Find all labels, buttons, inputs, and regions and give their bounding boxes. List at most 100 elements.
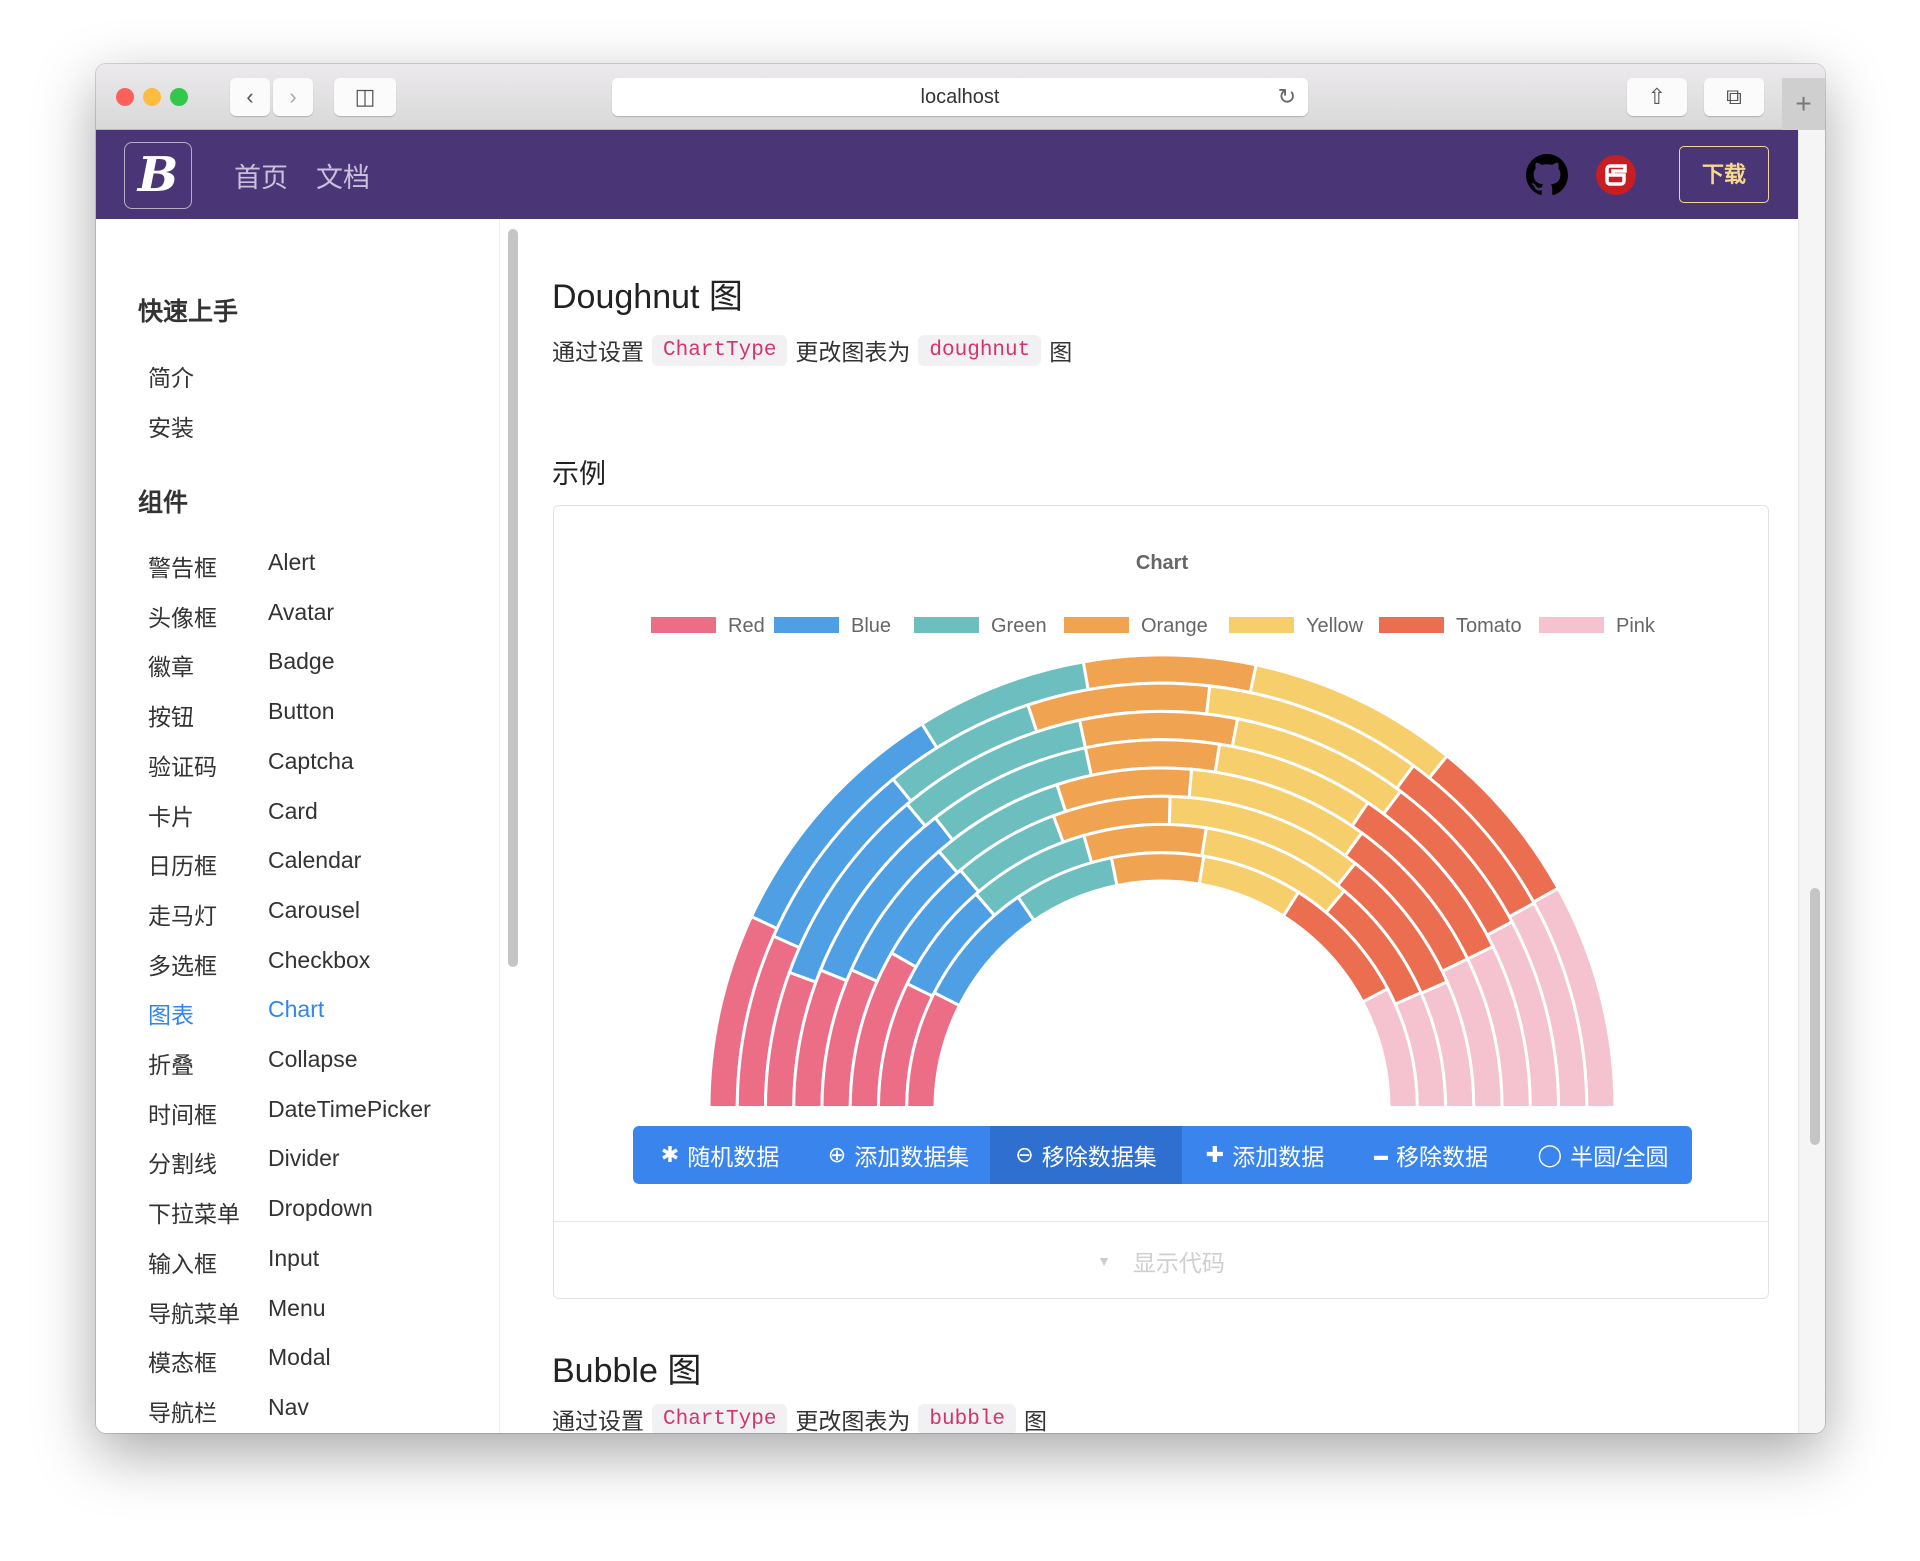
chart-button-4[interactable]: ▬ 移除数据 — [1348, 1126, 1514, 1184]
minus-icon: ▬ — [1374, 1147, 1388, 1163]
page-scroll-track — [1798, 130, 1825, 1433]
new-tab-button[interactable]: + — [1782, 78, 1825, 130]
sidebar-item-en: Card — [268, 797, 318, 824]
plus-icon: ✚ — [1205, 1142, 1225, 1167]
sidebar-item-en: Carousel — [268, 896, 361, 923]
button-label: 添加数据 — [1232, 1144, 1325, 1170]
arc-ring7-pink[interactable] — [1360, 986, 1419, 1106]
legend-swatch-yellow[interactable] — [1229, 617, 1294, 633]
chart-button-2[interactable]: ⊖ 移除数据集 — [990, 1126, 1182, 1184]
logo[interactable]: B — [124, 142, 192, 209]
sidebar-item-en: Divider — [268, 1145, 340, 1172]
demo-card: Chart Red Blue Green Orange Yellow Tomato Pink … — [553, 505, 1769, 1299]
nav-home[interactable]: 首页 — [234, 163, 288, 193]
nav-docs[interactable]: 文档 — [316, 163, 370, 193]
sidebar-item-en: Menu — [268, 1294, 326, 1321]
code-charttype: ChartType — [652, 1403, 788, 1433]
share-icon[interactable]: ⇧ — [1627, 78, 1687, 116]
plus-circle-icon: ⊕ — [827, 1142, 847, 1167]
sidebar-item-zh: 输入框 — [148, 1250, 217, 1277]
chart-button-3[interactable]: ✚ 添加数据 — [1182, 1126, 1348, 1184]
address-bar[interactable]: localhost ↻ — [612, 78, 1308, 116]
maximize-window-button[interactable] — [170, 88, 188, 106]
sidebar-item-zh: 多选框 — [148, 952, 217, 979]
show-code-toggle[interactable]: ▼ 显示代码 — [554, 1221, 1768, 1300]
close-window-button[interactable] — [116, 88, 134, 106]
sidebar-item-zh: 日历框 — [148, 853, 217, 880]
sidebar-item-en: Badge — [268, 648, 335, 675]
page-scrollbar[interactable] — [1810, 888, 1820, 1145]
sidebar-item-zh: 折叠 — [148, 1052, 194, 1078]
legend-label-yellow[interactable]: Yellow — [1306, 615, 1364, 637]
sidebar-item-en: Collapse — [268, 1046, 358, 1072]
example-heading: 示例 — [552, 459, 606, 489]
legend-label-blue[interactable]: Blue — [851, 615, 891, 637]
bubble-description: 通过设置 ChartType 更改图表为 bubble 图 — [552, 1402, 1047, 1433]
show-code-label: 显示代码 — [1132, 1250, 1225, 1276]
sidebar-item-en: Dropdown — [268, 1195, 373, 1222]
tabs-icon[interactable]: ⧉ — [1704, 78, 1764, 116]
code-doughnut: doughnut — [918, 334, 1042, 366]
code-bubble: bubble — [918, 1403, 1017, 1433]
back-icon[interactable]: ‹ — [230, 78, 270, 116]
sidebar-item-zh: 卡片 — [148, 803, 194, 830]
legend-label-pink[interactable]: Pink — [1616, 615, 1656, 637]
chart-button-5[interactable]: ◯ 半圆/全圆 — [1514, 1126, 1692, 1184]
sidebar-item-zh: 警告框 — [148, 555, 217, 581]
chart-button-1[interactable]: ⊕ 添加数据集 — [807, 1126, 990, 1184]
legend-label-orange[interactable]: Orange — [1141, 615, 1208, 637]
sidebar-item-zh: 图表 — [148, 1002, 194, 1029]
gitee-icon[interactable] — [1595, 154, 1637, 196]
legend-swatch-pink[interactable] — [1539, 617, 1604, 633]
minimize-window-button[interactable] — [143, 88, 161, 106]
circle-notch-icon: ◯ — [1537, 1142, 1563, 1167]
arc-ring7-orange[interactable] — [1109, 851, 1206, 888]
sidebar-item-en: Calendar — [268, 847, 362, 874]
sidebar-item-en: Avatar — [268, 598, 335, 625]
button-label: 添加数据集 — [854, 1144, 970, 1170]
legend-label-red[interactable]: Red — [728, 615, 765, 637]
sidebar-item-en: Button — [268, 698, 335, 725]
reload-icon[interactable]: ↻ — [1277, 84, 1296, 109]
button-label: 移除数据集 — [1041, 1144, 1157, 1170]
minus-circle-icon: ⊖ — [1015, 1142, 1034, 1167]
button-label: 半圆/全圆 — [1570, 1144, 1669, 1170]
download-button[interactable]: 下载 — [1679, 146, 1769, 203]
sidebar-item-en: Modal — [268, 1344, 331, 1371]
legend-swatch-orange[interactable] — [1064, 617, 1129, 633]
sidebar-item-zh: 走马灯 — [148, 902, 217, 929]
navbar: B 首页 文档 下载 — [96, 130, 1798, 219]
sidebar-item-en: Nav — [268, 1393, 309, 1420]
code-charttype: ChartType — [652, 334, 788, 366]
desc-text: 更改图表为 — [795, 339, 911, 365]
desc-text: 图 — [1049, 339, 1073, 365]
caret-down-icon: ▼ — [1097, 1253, 1111, 1269]
sidebar-item-zh: 分割线 — [148, 1151, 217, 1178]
legend-swatch-red[interactable] — [651, 617, 716, 633]
sidebar-section-title: 组件 — [138, 489, 189, 517]
forward-icon[interactable]: › — [273, 78, 313, 116]
desc-text: 图 — [1024, 1408, 1048, 1433]
doughnut-description: 通过设置 ChartType 更改图表为 doughnut 图 — [552, 333, 1072, 367]
github-icon[interactable] — [1526, 154, 1568, 196]
legend-swatch-blue[interactable] — [774, 617, 839, 633]
button-label: 移除数据 — [1396, 1144, 1488, 1170]
legend-label-tomato[interactable]: Tomato — [1456, 615, 1522, 637]
chart-title: Chart — [1136, 552, 1189, 574]
sidebar-item-zh: 按钮 — [148, 704, 194, 731]
sidebar-item-en: Chart — [268, 996, 325, 1023]
doughnut-title: Doughnut 图 — [552, 278, 743, 316]
legend-swatch-green[interactable] — [914, 617, 979, 633]
legend-label-green[interactable]: Green — [991, 615, 1047, 637]
button-label: 随机数据 — [687, 1144, 780, 1170]
sidebar-item-en: Input — [268, 1244, 320, 1271]
legend-swatch-tomato[interactable] — [1379, 617, 1444, 633]
bubble-title: Bubble 图 — [552, 1352, 702, 1390]
chart-button-0[interactable]: ✱ 随机数据 — [633, 1126, 807, 1184]
sidebar-item-en: Checkbox — [268, 946, 371, 973]
sidebar-toggle-icon[interactable]: ◫ — [334, 78, 396, 116]
sidebar-item-zh: 模态框 — [148, 1350, 217, 1377]
cog-icon: ✱ — [660, 1142, 680, 1167]
sidebar-item-en: Alert — [268, 549, 316, 575]
sidebar-scrollbar[interactable] — [508, 229, 518, 967]
